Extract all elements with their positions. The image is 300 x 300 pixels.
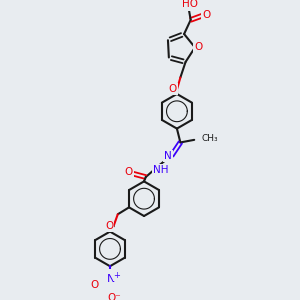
Text: HO: HO [182,0,198,10]
Text: O: O [194,42,202,52]
Text: O: O [124,167,133,177]
Text: +: + [113,271,120,280]
Text: O: O [90,280,98,290]
Text: O⁻: O⁻ [107,293,121,300]
Text: CH₃: CH₃ [201,134,218,143]
Text: N: N [107,274,115,284]
Text: O: O [169,84,177,94]
Text: N: N [164,151,172,161]
Text: NH: NH [153,165,168,175]
Text: O: O [105,220,113,230]
Text: O: O [202,10,211,20]
